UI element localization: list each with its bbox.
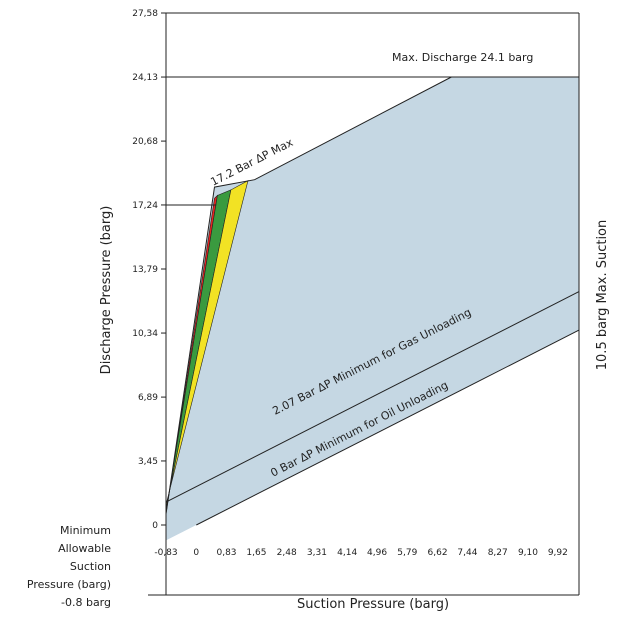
y-tick-label: 24,13 xyxy=(132,73,158,83)
reference-line-group xyxy=(166,76,579,526)
x-tick-label: 0,83 xyxy=(216,548,236,558)
x-tick-label: 3,31 xyxy=(307,548,327,558)
reference-line xyxy=(196,329,579,526)
x-tick-label: 5,79 xyxy=(397,548,417,558)
min-suction-line: Minimum xyxy=(60,524,111,537)
x-tick-label: 8,27 xyxy=(488,548,508,558)
x-tick-label: 1,65 xyxy=(246,548,266,558)
min-suction-line: Suction xyxy=(70,560,111,573)
min-suction-note: Minimum Allowable Suction Pressure (barg… xyxy=(27,524,111,609)
tick-labels: 0 3,45 6,89 10,34 13,79 17,24 20,68 24,13 27,58 -… xyxy=(132,9,568,558)
y-axis-title: Discharge Pressure (barg) xyxy=(99,206,114,375)
min-suction-line: Pressure (barg) xyxy=(27,578,111,591)
y-tick-label: 3,45 xyxy=(138,457,158,467)
x-tick-label: 9,10 xyxy=(518,548,538,558)
min-suction-line: -0.8 barg xyxy=(61,596,111,609)
x-tick-label: 2,48 xyxy=(277,548,297,558)
reference-lines xyxy=(166,76,579,526)
x-tick-label: 6,62 xyxy=(428,548,448,558)
envelope-upper-edge xyxy=(166,76,452,514)
x-tick-label: 7,44 xyxy=(457,548,477,558)
y-tick-label: 6,89 xyxy=(138,393,158,403)
operating-envelope xyxy=(166,77,579,541)
reference-line xyxy=(166,291,579,503)
y-tick-label: 20,68 xyxy=(132,137,158,147)
y-tick-label: 10,34 xyxy=(132,329,158,339)
min-suction-line: Allowable xyxy=(58,542,111,555)
x-tick-label: -0,83 xyxy=(154,548,177,558)
y-tick-label: 13,79 xyxy=(132,265,158,275)
axes xyxy=(148,12,580,596)
x-tick-label: 4,96 xyxy=(367,548,387,558)
x-tick-label: 4,14 xyxy=(337,548,357,558)
x-axis-title: Suction Pressure (barg) xyxy=(297,597,449,612)
plot-area xyxy=(166,76,579,541)
max-discharge-label: Max. Discharge 24.1 barg xyxy=(392,51,533,64)
y-tick-label: 17,24 xyxy=(132,201,158,211)
y-tick-label: 27,58 xyxy=(132,9,158,19)
x-tick-label: 0 xyxy=(193,548,199,558)
right-axis-label: 10.5 barg Max. Suction xyxy=(595,220,610,370)
y-tick-label: 0 xyxy=(152,521,158,531)
x-tick-label: 9,92 xyxy=(548,548,568,558)
plot-content xyxy=(166,76,579,541)
